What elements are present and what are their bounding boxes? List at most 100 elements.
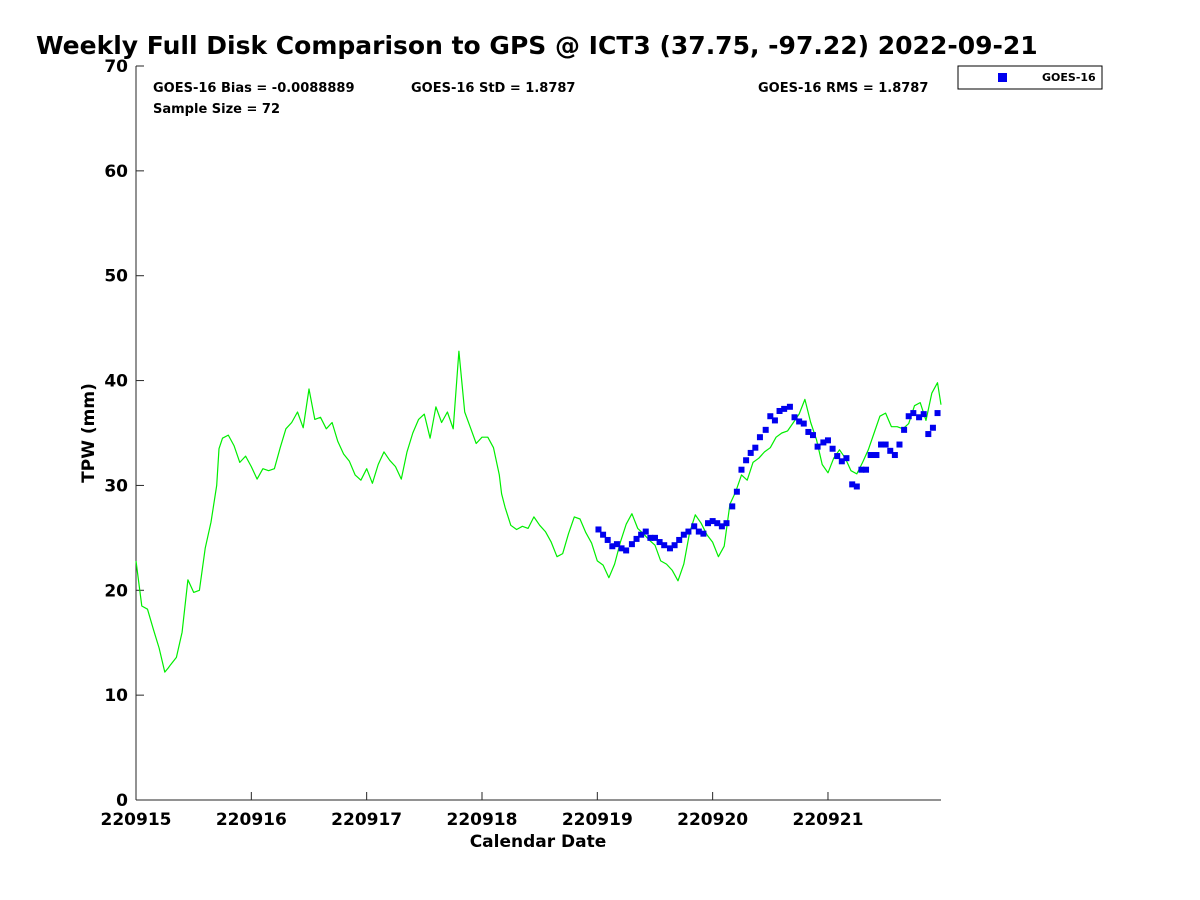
goes16-point: [762, 426, 769, 433]
goes16-point: [800, 420, 807, 427]
goes16-point: [809, 432, 816, 439]
goes16-point: [729, 503, 736, 510]
goes16-point: [656, 539, 663, 546]
goes16-point: [691, 523, 698, 530]
y-tick-label: 40: [104, 372, 128, 392]
y-tick-label: 20: [104, 581, 128, 601]
goes16-point: [756, 434, 763, 441]
goes16-point: [638, 531, 645, 538]
goes16-point: [776, 407, 783, 414]
goes16-point: [628, 541, 635, 548]
goes16-point: [752, 444, 759, 451]
chart-title: Weekly Full Disk Comparison to GPS @ ICT…: [36, 31, 1038, 60]
goes16-point: [863, 466, 870, 473]
x-tick-label: 220915: [101, 810, 172, 830]
goes16-point: [905, 413, 912, 420]
goes16-point: [747, 449, 754, 456]
goes16-point: [829, 445, 836, 452]
goes16-point: [695, 528, 702, 535]
goes16-point: [834, 453, 841, 460]
goes16-point: [838, 458, 845, 465]
y-tick-label: 70: [104, 57, 128, 77]
goes16-point: [718, 523, 725, 530]
goes16-point: [738, 466, 745, 473]
goes16-point: [858, 466, 865, 473]
goes16-point: [642, 528, 649, 535]
goes16-point: [709, 518, 716, 525]
goes16-point: [618, 545, 625, 552]
goes16-point: [934, 410, 941, 417]
goes16-point: [595, 526, 602, 533]
goes16-point: [882, 441, 889, 448]
goes16-point: [824, 437, 831, 444]
goes16-point: [867, 452, 874, 459]
goes16-point: [714, 520, 721, 527]
legend-box: [957, 65, 1103, 90]
legend: GOES-16: [957, 65, 1103, 90]
goes16-point: [820, 439, 827, 446]
goes16-point: [680, 531, 687, 538]
goes16-point: [705, 520, 712, 527]
goes16-point: [767, 413, 774, 420]
goes16-point: [723, 520, 730, 527]
goes16-point: [920, 411, 927, 418]
x-tick-label: 220920: [677, 810, 748, 830]
goes16-point: [685, 528, 692, 535]
x-tick-label: 220917: [331, 810, 402, 830]
goes16-point: [600, 531, 607, 538]
goes16-point: [613, 541, 620, 548]
sample-size-stat: Sample Size = 72: [153, 102, 280, 117]
goes16-series: [595, 403, 941, 554]
goes16-point: [849, 481, 856, 488]
y-tick-label: 30: [104, 476, 128, 496]
goes16-point: [623, 547, 630, 554]
goes16-point: [604, 536, 611, 543]
gps-series: [135, 350, 942, 673]
goes16-point: [843, 455, 850, 462]
goes16-point: [796, 418, 803, 425]
goes16-point: [916, 414, 923, 421]
rms-stat: GOES-16 RMS = 1.8787: [758, 81, 928, 96]
goes16-point: [771, 417, 778, 424]
goes16-point: [609, 543, 616, 550]
goes16-point: [925, 431, 932, 438]
y-tick-label: 10: [104, 686, 128, 706]
y-tick-label: 0: [116, 791, 128, 811]
x-tick-label: 220919: [562, 810, 633, 830]
x-axis-label: Calendar Date: [470, 832, 607, 852]
goes16-point: [666, 545, 673, 552]
y-tick-label: 50: [104, 267, 128, 287]
x-tick-label: 220921: [792, 810, 863, 830]
goes16-point: [878, 441, 885, 448]
goes16-point: [661, 542, 668, 549]
goes16-point: [853, 483, 860, 490]
y-axis-label: TPW (mm): [79, 383, 99, 483]
goes16-point: [873, 452, 880, 459]
gps-line: [135, 350, 942, 673]
plot-axes: 0 10 20 30 40 50 60 70 220915 220916 220917 220918 2…: [101, 57, 941, 830]
goes16-point: [700, 530, 707, 537]
goes16-point: [633, 535, 640, 542]
bias-stat: GOES-16 Bias = -0.0088889: [153, 81, 355, 96]
y-tick-label: 60: [104, 162, 128, 182]
goes16-point: [910, 410, 917, 417]
goes16-point: [743, 457, 750, 464]
goes16-point: [651, 534, 658, 541]
goes16-point: [647, 534, 654, 541]
goes16-point: [929, 424, 936, 431]
x-tick-label: 220916: [216, 810, 287, 830]
std-stat: GOES-16 StD = 1.8787: [411, 81, 575, 96]
goes16-point: [781, 405, 788, 412]
x-tick-label: 220918: [446, 810, 517, 830]
goes16-point: [901, 426, 908, 433]
goes16-point: [891, 452, 898, 459]
goes16-point: [671, 542, 678, 549]
goes16-point: [887, 447, 894, 454]
goes16-point: [676, 536, 683, 543]
legend-label-goes16: GOES-16: [1042, 71, 1096, 84]
goes16-point: [805, 428, 812, 435]
legend-marker-goes16: [998, 73, 1007, 82]
goes16-point: [896, 441, 903, 448]
goes16-point: [791, 414, 798, 421]
